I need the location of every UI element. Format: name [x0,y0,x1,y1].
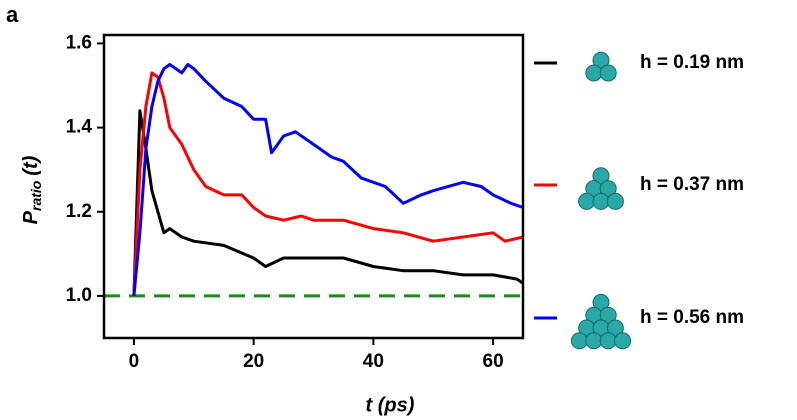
y-label-main: P [20,210,42,224]
molecule-atom [614,332,632,350]
x-tick-label: 40 [363,351,384,372]
x-tick-label: 60 [483,351,504,372]
molecule-atom [599,332,617,350]
y-tick-label: 1.4 [66,117,93,138]
y-label-sub: ratio [28,180,44,211]
x-tick-label: 0 [129,351,140,372]
molecule-atom [592,51,610,69]
y-tick-label: 1.0 [66,285,92,306]
molecule-atom [570,332,588,350]
molecule-atom [592,293,610,311]
molecule-atom [599,306,617,324]
y-axis-label-text: Pratio (t) [20,155,43,224]
y-tick-label: 1.6 [66,32,92,53]
molecule-atom [578,192,596,210]
molecule-atom [599,180,617,198]
legend-label: h = 0.19 nm [640,52,744,73]
molecule-atom [606,319,624,337]
series-line [132,109,524,296]
legend-label: h = 0.56 nm [640,307,744,328]
y-label-suffix: (t) [20,155,42,175]
molecule-atom [592,167,610,185]
molecule-atom [592,192,610,210]
molecule-atom [585,332,603,350]
molecule-atom [599,64,617,82]
x-tick-label: 20 [243,351,264,372]
y-axis-label: Pratio (t) [20,155,43,224]
molecule-atom [585,64,603,82]
legend-label: h = 0.37 nm [640,174,744,195]
molecule-atom [606,192,624,210]
series-line [132,71,524,296]
x-axis-label: t (ps) [366,394,415,416]
plot-frame [102,33,525,340]
panel-label: a [6,2,19,27]
series-line [132,63,524,297]
y-tick-label: 1.2 [66,201,92,222]
